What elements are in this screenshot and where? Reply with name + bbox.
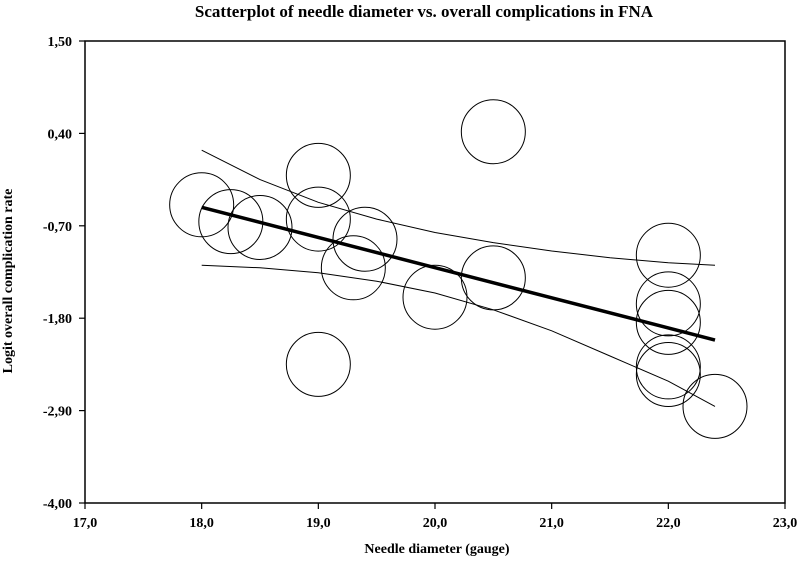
regression-line — [201, 205, 716, 342]
data-point — [227, 194, 293, 260]
data-point — [682, 373, 748, 439]
x-tick-label: 22,0 — [656, 516, 681, 531]
regression — [201, 205, 716, 342]
y-axis-ticks: 1,50 0,40 -0,70 -1,80 -2,90 -4,00 — [43, 35, 85, 512]
y-tick-label: -4,00 — [43, 497, 72, 512]
data-point — [320, 235, 386, 301]
plot-frame — [84, 40, 786, 504]
x-tick-label: 23,0 — [773, 516, 798, 531]
x-tick-label: 21,0 — [539, 516, 564, 531]
data-point — [285, 142, 351, 208]
data-point — [635, 334, 701, 400]
data-point — [402, 264, 468, 330]
data-point — [285, 186, 351, 252]
data-point — [635, 289, 701, 355]
y-tick-label: 0,40 — [48, 127, 73, 142]
x-axis-ticks: 17,0 18,0 19,0 20,0 21,0 22,0 23,0 — [73, 503, 798, 531]
data-point — [635, 222, 701, 288]
data-point — [635, 341, 701, 407]
confidence-band — [201, 149, 716, 407]
data-point — [460, 99, 526, 165]
y-axis-label: Logit overall complication rate — [1, 189, 16, 374]
ci-lower-line — [201, 264, 716, 407]
data-point — [169, 172, 235, 238]
x-tick-label: 20,0 — [423, 516, 448, 531]
x-tick-label: 17,0 — [73, 516, 98, 531]
ci-upper-line — [201, 149, 716, 266]
x-axis-label: Needle diameter (gauge) — [364, 542, 509, 557]
y-tick-label: -2,90 — [43, 405, 72, 420]
x-tick-label: 18,0 — [189, 516, 214, 531]
y-tick-label: -1,80 — [43, 312, 72, 327]
data-points — [169, 99, 748, 439]
y-tick-label: 1,50 — [48, 35, 73, 50]
data-point — [332, 206, 398, 272]
data-point — [285, 331, 351, 397]
data-point — [635, 271, 701, 337]
x-tick-label: 19,0 — [306, 516, 331, 531]
y-tick-label: -0,70 — [43, 220, 72, 235]
data-point — [460, 245, 526, 311]
chart-title: Scatterplot of needle diameter vs. overa… — [195, 2, 654, 21]
